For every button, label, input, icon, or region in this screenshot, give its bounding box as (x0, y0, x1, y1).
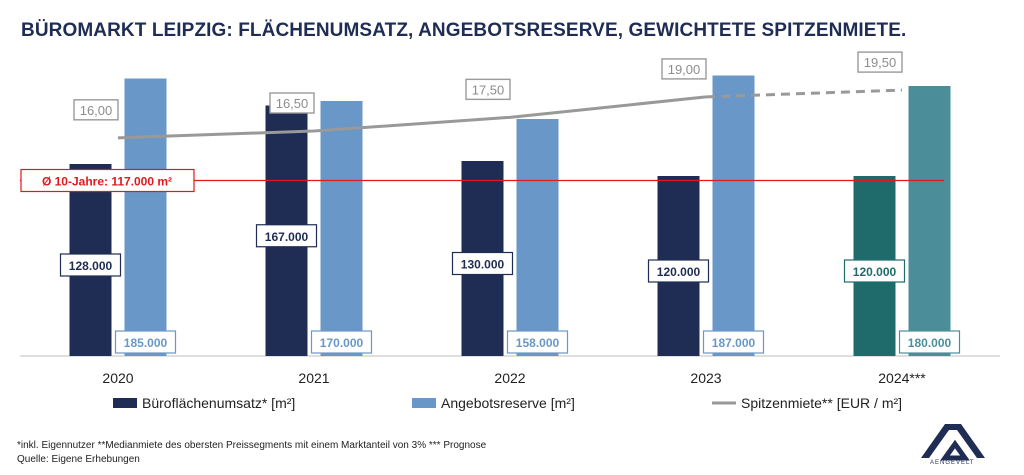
data-label-umsatz: 167.000 (265, 230, 309, 244)
legend-swatch (412, 398, 436, 408)
data-label-umsatz: 120.000 (657, 265, 701, 279)
data-label-umsatz: 130.000 (461, 258, 505, 272)
bar-angebot-2020 (124, 78, 167, 356)
bar-angebot-2021 (320, 101, 363, 356)
data-label-angebot: 187.000 (712, 336, 756, 350)
x-tick-label: 2023 (690, 370, 721, 386)
data-label-umsatz: 120.000 (853, 265, 897, 279)
rent-label-box (73, 99, 119, 121)
footnote: *inkl. Eigennutzer **Medianmiete des obe… (17, 440, 487, 451)
rent-label-box (269, 92, 315, 114)
data-label-box (898, 330, 961, 354)
legend-label: Spitzenmiete** [EUR / m²] (741, 395, 902, 411)
data-label-umsatz: 128.000 (69, 259, 113, 273)
source-note: Quelle: Eigene Erhebungen (17, 454, 140, 465)
bar-angebot-2024*** (908, 86, 951, 356)
legend-swatch (113, 398, 137, 408)
rent-label-box (857, 51, 903, 73)
data-label-box (59, 253, 122, 277)
chart-title: BÜROMARKT LEIPZIG: FLÄCHENUMSATZ, ANGEBO… (21, 20, 907, 41)
legend-label: Büroflächenumsatz* [m²] (142, 395, 295, 411)
data-label-box (843, 259, 906, 283)
rent-label: 19,50 (864, 55, 897, 70)
data-label-angebot: 180.000 (908, 336, 952, 350)
data-label-box (114, 330, 177, 354)
bar-angebot-2022 (516, 119, 559, 356)
x-tick-label: 2024*** (878, 370, 926, 386)
rent-label: 17,50 (472, 82, 505, 97)
data-label-angebot: 185.000 (124, 336, 168, 350)
reference-label: Ø 10-Jahre: 117.000 m² (42, 175, 172, 189)
rent-line-forecast (705, 88, 903, 99)
data-label-box (451, 251, 514, 276)
x-tick-label: 2020 (102, 370, 133, 386)
aengevelt-logo (921, 424, 985, 461)
bar-angebot-2023 (712, 75, 755, 356)
data-label-angebot: 170.000 (320, 336, 364, 350)
rent-label-box (661, 58, 707, 80)
rent-line (117, 95, 707, 140)
x-tick-label: 2022 (494, 370, 525, 386)
data-label-box (702, 330, 765, 354)
data-label-box (255, 224, 318, 248)
legend-label: Angebotsreserve [m²] (441, 395, 575, 411)
reference-label-box (20, 168, 195, 193)
rent-label-box (465, 78, 511, 101)
logo-text: AENGEVELT (930, 460, 975, 466)
rent-label: 19,00 (668, 62, 701, 77)
data-label-box (310, 330, 373, 354)
rent-label: 16,50 (276, 96, 309, 111)
data-label-box (506, 330, 569, 354)
x-tick-label: 2021 (298, 370, 329, 386)
rent-label: 16,00 (80, 103, 113, 118)
data-label-angebot: 158.000 (516, 336, 560, 350)
data-label-box (647, 259, 710, 283)
